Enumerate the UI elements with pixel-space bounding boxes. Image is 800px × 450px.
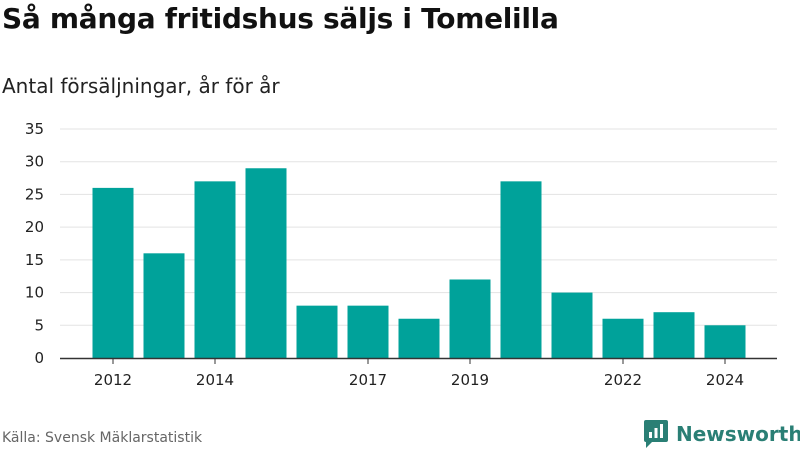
bar-2021 <box>551 292 593 358</box>
newsworthy-logo-icon <box>644 420 668 448</box>
bar-2020 <box>500 181 542 358</box>
bar-2013 <box>143 253 185 358</box>
bar-2018 <box>398 318 440 358</box>
axes: 0 5 10 15 20 25 30 35 2012 2014 2017 2019 2022 2024 <box>25 120 777 389</box>
bar-2017 <box>347 305 389 358</box>
chart-subtitle: Antal försäljningar, år för år <box>2 74 280 98</box>
chart-title: Så många fritidshus säljs i Tomelilla <box>2 2 559 35</box>
bar-2012 <box>92 187 134 358</box>
y-tick-label: 5 <box>34 316 44 334</box>
source-note: Källa: Svensk Mäklarstatistik <box>2 430 203 446</box>
y-tick-label: 10 <box>25 284 44 302</box>
x-tick-label: 2017 <box>349 371 387 389</box>
bar-2015 <box>245 168 287 358</box>
bar-2023 <box>653 312 695 358</box>
bar-2016 <box>296 305 338 358</box>
y-tick-label: 0 <box>34 349 44 367</box>
y-tick-label: 30 <box>25 153 44 171</box>
bar-2014 <box>194 181 236 358</box>
x-tick-label: 2019 <box>451 371 489 389</box>
bar-2022 <box>602 318 644 358</box>
y-tick-label: 25 <box>25 185 44 203</box>
x-tick-label: 2012 <box>94 371 132 389</box>
y-tick-label: 15 <box>25 251 44 269</box>
bar-2024 <box>704 325 746 358</box>
brand-logo: Newsworthy <box>644 418 800 450</box>
y-tick-label: 20 <box>25 218 44 236</box>
x-tick-label: 2024 <box>706 371 744 389</box>
y-tick-label: 35 <box>25 120 44 138</box>
bars <box>92 168 746 358</box>
bar-2019 <box>449 279 491 358</box>
brand-name: Newsworthy <box>676 422 800 446</box>
x-tick-label: 2022 <box>604 371 642 389</box>
x-tick-label: 2014 <box>196 371 234 389</box>
